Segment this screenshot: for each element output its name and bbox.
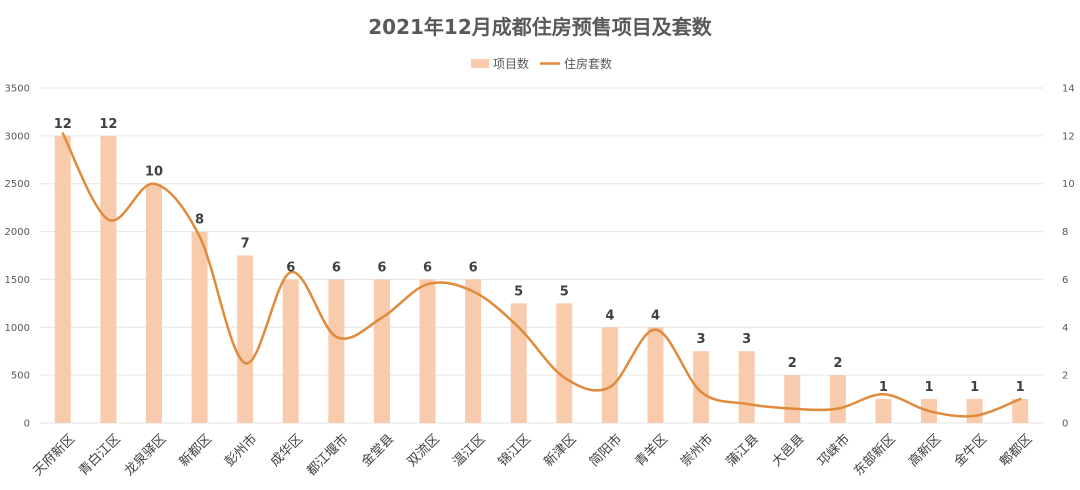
bar-data-label: 6 [377,260,386,275]
line-path [61,132,1022,418]
legend-bar-label: 项目数 [493,56,529,71]
bar [556,303,573,423]
bar [54,135,71,423]
bar-data-label: 8 [195,213,204,228]
x-tick-label: 青白江区 [76,431,124,479]
legend: 项目数 住房套数 [471,56,612,71]
bar-data-label: 4 [605,308,614,323]
y-left-tick-label: 1000 [5,323,30,334]
bar [191,231,208,423]
x-tick-label: 蒲江县 [724,432,762,470]
x-tick-label: 都江堰市 [304,431,352,479]
y-left-tick-label: 1500 [5,275,30,286]
y-left-tick-label: 0 [24,419,30,430]
x-tick-label: 高新区 [905,431,944,470]
bar-data-label: 3 [742,332,751,347]
line-series [61,132,1022,418]
bar-data-label: 2 [788,356,797,371]
bar-data-label: 10 [145,165,163,180]
y-right-tick-label: 14 [1062,84,1075,95]
bar-data-label: 6 [423,260,432,275]
bar-data-label: 6 [332,260,341,275]
x-tick-label: 邛崃市 [814,431,853,470]
bar [875,399,892,423]
bar-data-label: 1 [879,380,888,395]
bar-data-label: 1 [1016,380,1025,395]
x-tick-label: 天府新区 [30,431,78,479]
bar-data-label: 6 [469,260,478,275]
bar [966,399,983,423]
x-tick-label: 新都区 [176,431,215,470]
x-tick-label: 金牛区 [951,431,990,470]
bar-data-label: 4 [651,308,660,323]
y-right-tick-label: 0 [1062,419,1068,430]
legend-line-label: 住房套数 [564,56,612,71]
x-tick-label: 简阳市 [586,431,625,470]
bar [1012,399,1029,423]
x-tick-label: 双流区 [405,432,443,470]
x-tick-label: 东部新区 [851,431,899,479]
y-right-tick-label: 4 [1062,323,1068,334]
y-axis-right: 0 2 4 6 8 10 12 14 [1062,84,1075,430]
x-tick-label: 郫都区 [997,431,1036,470]
bar [419,279,436,423]
x-tick-label: 崇州市 [677,431,716,470]
bar [738,351,755,423]
legend-bar-swatch [471,59,489,68]
bar-data-label: 2 [833,356,842,371]
bar [282,279,299,423]
x-tick-label: 彭州市 [222,431,261,470]
y-right-tick-label: 12 [1062,131,1075,142]
bar-data-label: 1 [970,380,979,395]
bar [145,183,162,423]
data-labels: 12 12 10 8 7 6 6 6 6 6 5 5 4 4 3 3 2 2 1 1 1 1 [54,117,1025,395]
x-tick-label: 大邑县 [769,432,807,470]
bar [601,327,618,423]
bar-series [54,135,1029,423]
bar [465,279,482,423]
y-right-tick-label: 10 [1062,179,1075,190]
x-tick-label: 成华区 [268,432,306,470]
bar [100,135,117,423]
chart-title: 2021年12月成都住房预售项目及套数 [368,15,712,39]
bar-data-label: 1 [924,380,933,395]
y-left-tick-label: 3000 [5,131,30,142]
bar [510,303,527,423]
bar-data-label: 12 [54,117,72,132]
x-tick-label: 温江区 [450,432,488,470]
y-left-tick-label: 2000 [5,227,30,238]
bar-data-label: 7 [241,237,250,252]
y-right-tick-label: 6 [1062,275,1068,286]
bar-data-label: 6 [286,260,295,275]
bar [693,351,710,423]
bar-data-label: 5 [514,284,523,299]
bar [647,327,664,423]
bar-data-label: 3 [697,332,706,347]
y-left-tick-label: 3500 [5,84,30,95]
y-right-tick-label: 8 [1062,227,1068,238]
bar-data-label: 5 [560,284,569,299]
bar [784,375,801,423]
x-tick-label: 金堂县 [358,431,397,470]
bar-data-label: 12 [99,117,117,132]
y-left-tick-label: 2500 [5,179,30,190]
y-axis-left: 0 500 1000 1500 2000 2500 3000 3500 [5,84,30,430]
bar [237,255,254,423]
y-right-tick-label: 2 [1062,371,1068,382]
bar [373,279,390,423]
bar [829,375,846,423]
x-tick-label: 青羊区 [632,431,671,470]
gridlines [40,87,1043,424]
x-tick-label: 锦江区 [496,432,534,470]
x-tick-label: 龙泉驿区 [121,431,169,479]
y-left-tick-label: 500 [11,371,30,382]
x-tick-label: 新津区 [541,431,580,470]
bar [328,279,345,423]
